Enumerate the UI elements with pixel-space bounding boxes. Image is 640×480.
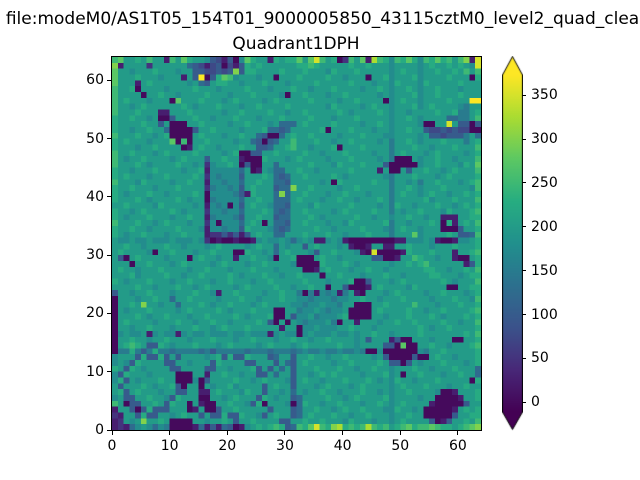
colorbar-tick-label: 0 bbox=[531, 394, 540, 411]
colorbar-tick-mark bbox=[522, 138, 526, 140]
y-tick-mark bbox=[107, 79, 111, 81]
x-tick-label: 10 bbox=[160, 438, 179, 454]
y-tick-mark bbox=[107, 196, 111, 198]
x-tick-label: 40 bbox=[333, 438, 352, 454]
y-tick-label: 60 bbox=[86, 72, 104, 89]
y-tick-label: 20 bbox=[86, 305, 104, 322]
colorbar-tick-label: 250 bbox=[531, 174, 558, 191]
x-tick-label: 0 bbox=[107, 438, 117, 454]
y-tick-mark bbox=[107, 429, 111, 431]
y-tick-label: 0 bbox=[95, 422, 104, 438]
y-tick-label: 10 bbox=[86, 363, 104, 380]
colorbar-tick-label: 50 bbox=[531, 350, 549, 367]
colorbar-tick-label: 200 bbox=[531, 218, 558, 235]
x-tick-label: 60 bbox=[449, 438, 467, 454]
x-tick-label: 20 bbox=[218, 438, 237, 454]
colorbar-tick-label: 300 bbox=[531, 131, 558, 148]
y-tick-mark bbox=[107, 138, 111, 140]
y-tick-label: 40 bbox=[86, 188, 104, 205]
colorbar-tick-label: 350 bbox=[531, 87, 558, 104]
colorbar-gradient bbox=[502, 56, 523, 431]
colorbar-tick-label: 100 bbox=[531, 306, 558, 323]
colorbar-tick-label: 150 bbox=[531, 262, 558, 279]
x-tick-mark bbox=[399, 431, 401, 435]
x-tick-mark bbox=[284, 431, 286, 435]
colorbar-tick-mark bbox=[522, 357, 526, 359]
x-tick-mark bbox=[457, 431, 459, 435]
x-tick-mark bbox=[169, 431, 171, 435]
colorbar-tick-mark bbox=[522, 94, 526, 96]
x-tick-mark bbox=[111, 431, 113, 435]
x-tick-label: 50 bbox=[391, 438, 410, 454]
heatmap-axes bbox=[111, 56, 482, 431]
colorbar-tick-mark bbox=[522, 182, 526, 184]
y-tick-mark bbox=[107, 371, 111, 373]
colorbar-tick-mark bbox=[522, 270, 526, 272]
y-tick-mark bbox=[107, 312, 111, 314]
colorbar-tick-mark bbox=[522, 314, 526, 316]
colorbar bbox=[502, 56, 523, 431]
figure-suptitle: a file:modeM0/AS1T05_154T01_9000005850_4… bbox=[0, 9, 640, 29]
x-tick-label: 30 bbox=[276, 438, 294, 454]
colorbar-tick-mark bbox=[522, 401, 526, 403]
x-tick-mark bbox=[226, 431, 228, 435]
x-tick-mark bbox=[342, 431, 344, 435]
y-tick-label: 30 bbox=[86, 247, 104, 264]
axes-title: Quadrant1DPH bbox=[232, 34, 360, 54]
heatmap-image bbox=[112, 57, 481, 430]
y-tick-label: 50 bbox=[86, 130, 104, 147]
y-tick-mark bbox=[107, 254, 111, 256]
colorbar-tick-mark bbox=[522, 226, 526, 228]
